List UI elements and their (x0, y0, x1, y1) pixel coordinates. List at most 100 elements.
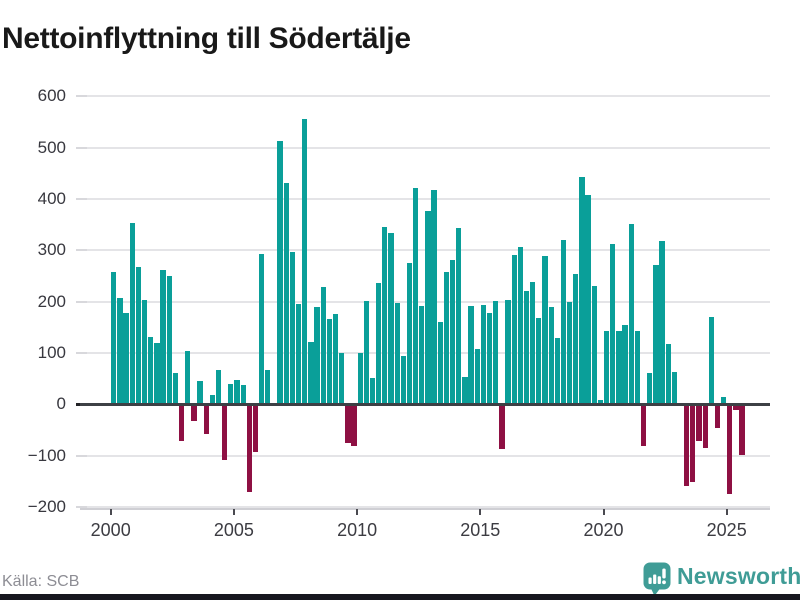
y-axis-tick-mark (76, 197, 87, 200)
y-axis-tick-label: 600 (37, 86, 66, 106)
x-axis-tick-label: 2005 (213, 520, 254, 540)
bar-positive (419, 306, 425, 406)
bar-positive (634, 331, 641, 406)
bar-positive (671, 371, 677, 406)
bar-positive (129, 222, 135, 406)
chart-title: Nettoinflyttning till Södertälje (2, 22, 411, 56)
bar-positive (659, 240, 665, 406)
bar-positive (394, 303, 400, 406)
x-axis-tick-mark (602, 509, 605, 515)
bar-positive (363, 301, 369, 406)
bar-positive (160, 270, 166, 406)
bar-positive (523, 291, 530, 406)
bar-positive (443, 272, 450, 406)
bar-positive (437, 322, 443, 406)
bar-positive (406, 262, 413, 406)
bar-negative (696, 404, 702, 442)
y-axis-tick-mark (76, 506, 87, 509)
bar-positive (616, 331, 622, 406)
bar-positive (302, 118, 308, 406)
bar-negative (684, 404, 690, 487)
bar-negative (702, 404, 708, 448)
y-axis-tick-label: 300 (37, 240, 66, 260)
bar-positive (376, 282, 382, 406)
bar-positive (493, 301, 499, 406)
bar-positive (240, 385, 246, 406)
bar-positive (117, 297, 123, 406)
bar-positive (197, 381, 203, 406)
bar-positive (314, 306, 320, 406)
source-label: Källa: SCB (2, 573, 80, 590)
bar-positive (647, 372, 653, 406)
bar-negative (191, 404, 197, 421)
bar-positive (283, 183, 289, 406)
y-axis-tick-label: −100 (27, 445, 66, 465)
bar-positive (480, 304, 487, 406)
y-axis-tick-mark (76, 249, 87, 252)
y-gridline (80, 300, 770, 303)
bar-negative (739, 404, 745, 456)
bar-positive (148, 337, 154, 406)
bar-positive (425, 210, 431, 406)
bar-positive (597, 400, 604, 406)
bar-negative (252, 404, 259, 452)
y-axis-tick-label: 200 (37, 291, 66, 311)
bar-positive (486, 312, 493, 406)
bar-positive (228, 383, 234, 406)
bar-positive (234, 379, 240, 406)
y-gridline (80, 95, 770, 98)
bar-positive (382, 227, 388, 406)
x-axis-tick-label: 2020 (583, 520, 624, 540)
y-axis-tick-label: 0 (56, 394, 66, 414)
bar-positive (573, 273, 579, 406)
bar-positive (154, 342, 160, 406)
bar-positive (628, 224, 634, 406)
bar-positive (412, 187, 419, 406)
x-axis-line (80, 507, 770, 510)
y-axis-tick-mark (76, 146, 87, 149)
y-gridline (80, 454, 770, 457)
bar-positive (166, 275, 172, 406)
y-axis-tick-mark (76, 300, 87, 303)
y-gridline (80, 506, 770, 509)
x-axis-tick-label: 2010 (337, 520, 378, 540)
bar-positive (530, 281, 536, 406)
y-axis-tick-label: 500 (37, 137, 66, 157)
bar-negative (499, 404, 505, 450)
bar-positive (123, 313, 129, 406)
bar-positive (339, 352, 345, 406)
bar-positive (357, 352, 363, 406)
x-axis-tick-mark (109, 509, 112, 515)
bar-positive (468, 305, 474, 406)
bar-negative (178, 404, 185, 442)
zero-baseline (80, 402, 770, 406)
x-axis-tick-mark (725, 509, 728, 515)
newsworthy-bubble-chart-icon (643, 562, 671, 596)
y-axis-tick-label: −200 (27, 497, 66, 517)
bar-positive (456, 227, 462, 406)
bar-positive (653, 264, 659, 406)
bar-positive (289, 252, 296, 406)
bar-positive (295, 303, 302, 406)
bar-positive (431, 190, 437, 406)
bar-positive (320, 287, 326, 406)
y-axis-tick-mark (76, 351, 87, 354)
bar-negative (345, 404, 351, 444)
bottom-accent-bar (0, 594, 800, 600)
x-axis-tick-mark (232, 509, 235, 515)
bar-positive (462, 377, 468, 406)
y-axis-tick-mark (76, 454, 87, 457)
bar-positive (505, 299, 511, 406)
bar-positive (209, 395, 215, 406)
y-gridline (80, 249, 770, 252)
bar-positive (369, 378, 376, 406)
bar-negative (351, 404, 357, 446)
y-gridline (80, 146, 770, 149)
bar-negative (727, 404, 733, 495)
bar-positive (610, 244, 616, 406)
bar-negative (690, 404, 696, 482)
bar-positive (265, 370, 271, 406)
bar-positive (111, 271, 117, 406)
bar-positive (388, 233, 394, 406)
bar-positive (141, 299, 148, 406)
